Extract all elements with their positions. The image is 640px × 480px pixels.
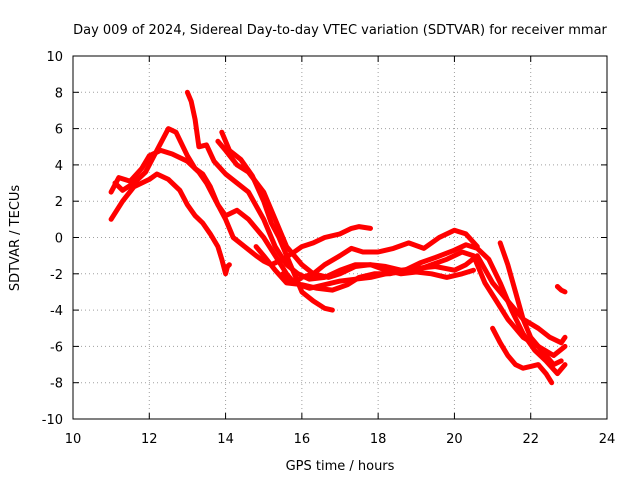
y-tick-label: 2 bbox=[55, 195, 63, 210]
y-tick-label: -8 bbox=[50, 377, 63, 392]
series-arc-1 bbox=[108, 171, 232, 277]
x-tick-label: 18 bbox=[370, 432, 387, 447]
x-tick-label: 20 bbox=[446, 432, 463, 447]
series-arc-8 bbox=[280, 249, 568, 358]
grid bbox=[73, 56, 607, 419]
series-arc-11 bbox=[490, 325, 555, 386]
y-axis: -10 -8 -6 -4 -2 0 2 4 6 8 10 bbox=[42, 50, 607, 428]
y-tick-label: -2 bbox=[50, 268, 63, 283]
x-tick-label: 24 bbox=[599, 432, 616, 447]
x-axis-label: GPS time / hours bbox=[286, 459, 395, 474]
y-tick-label: 4 bbox=[55, 159, 63, 174]
x-tick-label: 12 bbox=[141, 432, 158, 447]
y-tick-label: 6 bbox=[55, 123, 63, 138]
x-tick-label: 22 bbox=[522, 432, 539, 447]
series-arc-10 bbox=[554, 284, 568, 295]
series-layer bbox=[108, 89, 568, 386]
x-tick-label: 14 bbox=[217, 432, 234, 447]
y-axis-label: SDTVAR / TECUs bbox=[8, 185, 23, 292]
series-arc-2 bbox=[108, 147, 373, 268]
y-tick-label: 10 bbox=[46, 50, 63, 65]
y-tick-label: -6 bbox=[50, 340, 63, 355]
x-axis: 10 12 14 16 18 20 22 24 bbox=[65, 56, 616, 447]
y-tick-label: -4 bbox=[50, 304, 63, 319]
series-arc-3 bbox=[112, 126, 480, 286]
x-tick-label: 16 bbox=[294, 432, 311, 447]
series-arc-9 bbox=[497, 240, 564, 368]
y-tick-label: -10 bbox=[42, 413, 63, 428]
chart-title: Day 009 of 2024, Sidereal Day-to-day VTE… bbox=[73, 23, 607, 38]
series-arc-6 bbox=[219, 129, 335, 313]
y-tick-label: 8 bbox=[55, 86, 63, 101]
x-tick-label: 10 bbox=[65, 432, 82, 447]
y-tick-label: 0 bbox=[55, 232, 63, 247]
series-arc-5 bbox=[215, 138, 568, 346]
